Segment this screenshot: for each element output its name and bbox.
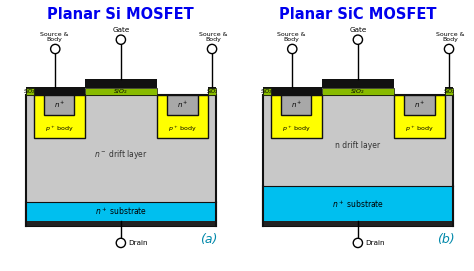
Bar	[404, 95, 435, 115]
Text: $n^+$: $n^+$	[54, 100, 65, 111]
Circle shape	[353, 238, 363, 248]
Circle shape	[116, 35, 126, 44]
Text: Drain: Drain	[365, 240, 384, 246]
Circle shape	[208, 44, 217, 54]
Bar	[322, 79, 394, 88]
Bar	[263, 87, 322, 95]
Text: $SiO_2$: $SiO_2$	[350, 87, 365, 96]
Text: $SiO_2$: $SiO_2$	[260, 87, 273, 96]
Text: $n^+$: $n^+$	[291, 100, 302, 111]
Text: $p^+$ body: $p^+$ body	[45, 124, 74, 134]
Text: $SiO_2$: $SiO_2$	[443, 87, 456, 96]
Text: $n^+$: $n^+$	[414, 100, 425, 111]
Text: $p^+$ body: $p^+$ body	[168, 124, 197, 134]
Circle shape	[445, 44, 454, 54]
Bar	[85, 79, 157, 88]
Circle shape	[51, 44, 60, 54]
Circle shape	[116, 238, 126, 248]
Bar	[26, 95, 216, 225]
Bar	[26, 202, 216, 225]
Text: $SiO_2$: $SiO_2$	[206, 87, 219, 96]
Text: Source &
Body: Source & Body	[199, 32, 228, 43]
Text: Source &
Body: Source & Body	[40, 32, 68, 43]
Text: $n^+$ substrate: $n^+$ substrate	[95, 206, 147, 217]
Text: $SiO_2$: $SiO_2$	[23, 87, 36, 96]
Bar	[85, 88, 157, 95]
Bar	[26, 221, 216, 225]
Text: (b): (b)	[438, 233, 455, 246]
Text: Gate: Gate	[112, 27, 129, 33]
Text: $p^+$ body: $p^+$ body	[282, 124, 311, 134]
Bar	[263, 88, 271, 95]
Bar	[157, 95, 208, 138]
Circle shape	[288, 44, 297, 54]
Text: Source &
Body: Source & Body	[277, 32, 305, 43]
Bar	[208, 87, 216, 95]
Title: Planar SiC MOSFET: Planar SiC MOSFET	[279, 7, 437, 22]
Text: $p^+$ body: $p^+$ body	[405, 124, 434, 134]
Bar	[322, 88, 394, 95]
Bar	[394, 95, 445, 138]
Bar	[263, 186, 453, 225]
Bar	[445, 88, 453, 95]
Text: Gate: Gate	[349, 27, 366, 33]
Bar	[208, 88, 216, 95]
Bar	[167, 95, 198, 115]
Text: $n^+$: $n^+$	[177, 100, 188, 111]
Bar	[26, 88, 34, 95]
Text: $n^-$ drift layer: $n^-$ drift layer	[94, 148, 148, 161]
Circle shape	[353, 35, 363, 44]
Bar	[263, 95, 453, 225]
Bar	[263, 221, 453, 225]
Bar	[34, 95, 85, 138]
Bar	[281, 95, 311, 115]
Bar	[44, 95, 74, 115]
Text: Source &
Body: Source & Body	[436, 32, 465, 43]
Text: (a): (a)	[201, 233, 218, 246]
Bar	[271, 95, 322, 138]
Title: Planar Si MOSFET: Planar Si MOSFET	[47, 7, 194, 22]
Text: Drain: Drain	[128, 240, 147, 246]
Bar	[26, 87, 85, 95]
Text: n drift layer: n drift layer	[335, 141, 381, 150]
Bar	[445, 87, 453, 95]
Text: $n^+$ substrate: $n^+$ substrate	[332, 198, 384, 209]
Text: $SiO_2$: $SiO_2$	[113, 87, 128, 96]
